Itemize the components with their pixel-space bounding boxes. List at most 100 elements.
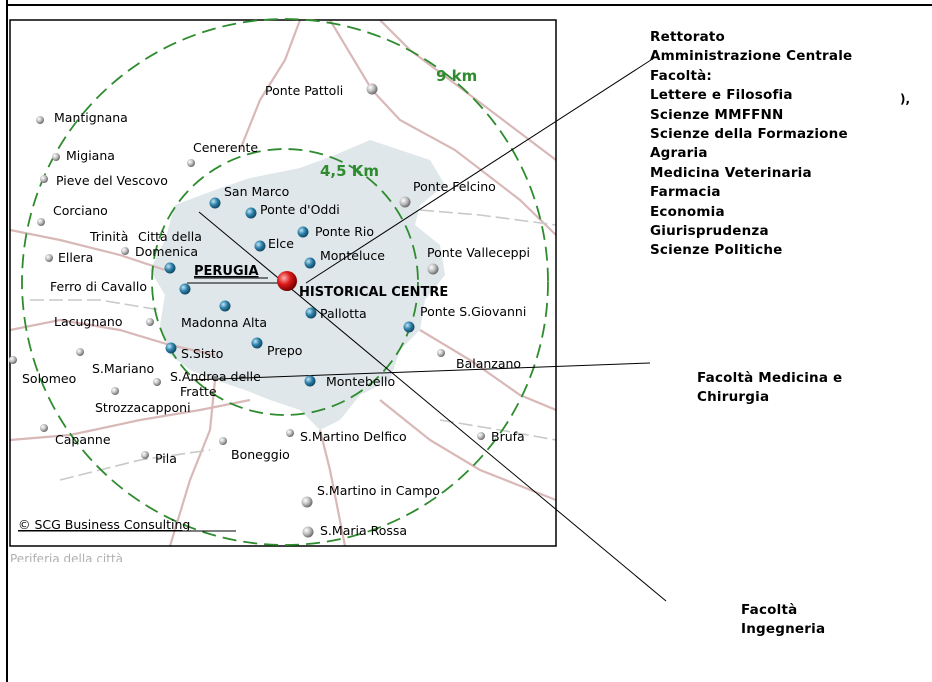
marker-san-marco[interactable] — [209, 197, 221, 209]
label-corciano: Corciano — [53, 203, 108, 218]
annotation-group-2: Facoltà Medicina e Chirurgia — [697, 369, 842, 408]
marker-ponte-doddi[interactable] — [245, 207, 257, 219]
label-capanne: Capanne — [55, 432, 111, 447]
marker-corciano[interactable] — [37, 218, 45, 226]
marker-ponte-felcino[interactable] — [399, 196, 411, 208]
marker-elce[interactable] — [254, 240, 266, 252]
marker-s-martino-delfico[interactable] — [286, 429, 294, 437]
marker-pieve-del-vescovo[interactable] — [40, 175, 48, 183]
marker-pila[interactable] — [141, 451, 149, 459]
label-s-martino-in-campo: S.Martino in Campo — [317, 483, 440, 498]
marker-capanne[interactable] — [40, 424, 48, 432]
label-montebello: Montebello — [326, 374, 395, 389]
marker-balanzano[interactable] — [437, 349, 445, 357]
label-strozzacapponi: Strozzacapponi — [95, 400, 191, 415]
label-fratte: Fratte — [180, 384, 217, 399]
frame-top-border — [6, 4, 932, 6]
marker-pallotta[interactable] — [305, 307, 317, 319]
label-monteluce: Monteluce — [320, 248, 385, 263]
label-s-mariano: S.Mariano — [92, 361, 154, 376]
marker-cenerente[interactable] — [187, 159, 195, 167]
label-madonna-alta: Madonna Alta — [181, 315, 267, 330]
urban-area — [150, 140, 445, 430]
map-border — [9, 19, 557, 547]
marker-citta-della-domenica[interactable] — [164, 262, 176, 274]
marker-ponte-rio[interactable] — [297, 226, 309, 238]
annotation-line: Scienze MMFFNN — [650, 106, 784, 123]
label-cenerente: Cenerente — [193, 140, 258, 155]
historical-centre-label: HISTORICAL CENTRE — [299, 285, 448, 300]
annotation-line: Facoltà — [741, 602, 798, 618]
marker-ferro-di-cavallo[interactable] — [179, 283, 191, 295]
label-trinita: Trinità — [89, 229, 128, 244]
marker-s-martino-in-campo[interactable] — [301, 496, 313, 508]
marker-boneggio[interactable] — [219, 437, 227, 445]
marker-strozzacapponi[interactable] — [111, 387, 119, 395]
label-boneggio: Boneggio — [231, 447, 290, 462]
marker-s-maria-rossa[interactable] — [302, 526, 314, 538]
cropped-caption: Periferia della città — [10, 552, 124, 562]
label-ponte-valleceppi: Ponte Valleceppi — [427, 245, 530, 260]
label-s-sisto: S.Sisto — [181, 346, 223, 361]
label-prepo: Prepo — [267, 343, 302, 358]
label-pila: Pila — [155, 451, 177, 466]
place-labels: Ponte Pattoli Mantignana Migiana Ceneren… — [22, 83, 530, 538]
marker-ponte-pattoli[interactable] — [366, 83, 378, 95]
historical-centre-marker[interactable] — [277, 271, 297, 291]
label-citta-della: Città della — [138, 229, 202, 244]
city-label-perugia: PERUGIA — [194, 264, 259, 279]
label-ponte-rio: Ponte Rio — [315, 224, 374, 239]
marker-lacugnano[interactable] — [146, 318, 154, 326]
label-pieve-del-vescovo: Pieve del Vescovo — [56, 173, 168, 188]
label-mantignana: Mantignana — [54, 110, 128, 125]
marker-ellera[interactable] — [45, 254, 53, 262]
marker-trinita[interactable] — [121, 247, 129, 255]
label-balanzano: Balanzano — [456, 356, 521, 371]
marker-brufa[interactable] — [477, 432, 485, 440]
label-s-martino-delfico: S.Martino Delfico — [300, 429, 407, 444]
village-markers — [9, 83, 485, 538]
label-san-marco: San Marco — [224, 184, 289, 199]
roads-grey — [30, 209, 556, 481]
annotation-line: Medicina Veterinaria — [650, 164, 812, 181]
annotation-line: Ingegneria — [741, 621, 826, 638]
label-4-5km: 4,5 Km — [320, 162, 379, 180]
marker-prepo[interactable] — [251, 337, 263, 349]
annotation-line: Agraria — [650, 145, 708, 162]
annotation-line: Facoltà: — [650, 67, 713, 84]
campus-markers — [164, 197, 415, 387]
annotation-line: Scienze Politiche — [650, 242, 783, 259]
marker-migiana[interactable] — [52, 153, 60, 161]
marker-ponte-s-giovanni[interactable] — [403, 321, 415, 333]
annotation-line: Lettere e Filosofia — [650, 87, 793, 104]
label-solomeo: Solomeo — [22, 371, 76, 386]
marker-montebello[interactable] — [304, 375, 316, 387]
annotation-line: Scienze della Formazione — [650, 126, 848, 143]
label-ferro-di-cavallo: Ferro di Cavallo — [50, 279, 147, 294]
marker-monteluce[interactable] — [304, 257, 316, 269]
marker-s-mariano[interactable] — [76, 348, 84, 356]
label-s-andrea-delle: S.Andrea delle — [170, 369, 261, 384]
annotation-group-1: Rettorato Amministrazione Centrale Facol… — [650, 28, 852, 261]
annotation-line: Amministrazione Centrale — [650, 48, 853, 65]
label-9km: 9 km — [436, 67, 477, 85]
label-domenica: Domenica — [135, 244, 198, 259]
marker-ponte-valleceppi[interactable] — [427, 263, 439, 275]
annotation-line: Economia — [650, 203, 725, 220]
ring-9km — [21, 18, 549, 546]
marker-s-andrea-delle-fratte[interactable] — [153, 378, 161, 386]
stray-mark: ), — [900, 92, 911, 106]
label-ellera: Ellera — [58, 250, 93, 265]
marker-mantignana[interactable] — [36, 116, 44, 124]
frame-left-border — [6, 0, 8, 682]
roads — [10, 20, 556, 546]
marker-s-sisto[interactable] — [165, 342, 177, 354]
marker-madonna-alta[interactable] — [219, 300, 231, 312]
annotation-group-3: Facoltà Ingegneria — [741, 601, 825, 640]
label-ponte-doddi: Ponte d'Oddi — [260, 202, 340, 217]
annotation-line: Rettorato — [650, 29, 726, 45]
label-ponte-s-giovanni: Ponte S.Giovanni — [420, 304, 526, 319]
marker-solomeo[interactable] — [9, 356, 17, 364]
label-migiana: Migiana — [66, 148, 115, 163]
